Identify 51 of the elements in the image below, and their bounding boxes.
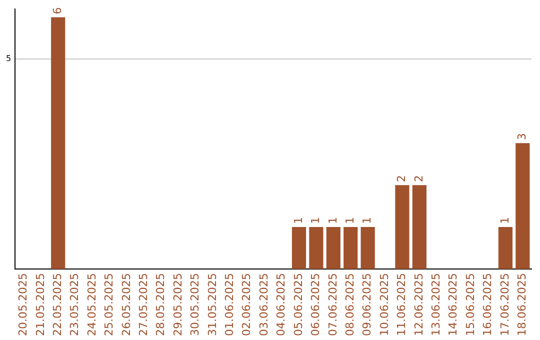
data-label: 3 — [516, 133, 529, 140]
x-tick-label: 15.06.2025 — [464, 273, 477, 336]
bar — [395, 185, 410, 270]
data-label: 6 — [50, 7, 64, 14]
x-tick-label: 27.05.2025 — [136, 273, 150, 336]
x-tick-label: 12.06.2025 — [412, 273, 426, 336]
x-tick-label: 09.06.2025 — [360, 273, 374, 336]
data-label: 1 — [343, 217, 356, 224]
x-tick-label: 13.06.2025 — [429, 273, 442, 336]
data-label: 2 — [412, 175, 426, 182]
x-tick-label: 04.06.2025 — [274, 273, 288, 336]
data-label: 1 — [292, 217, 305, 224]
x-tick-label: 05.06.2025 — [292, 273, 305, 336]
x-tick-label: 10.06.2025 — [378, 273, 391, 336]
x-tick-label: 22.05.2025 — [50, 273, 64, 336]
bar — [516, 143, 530, 270]
x-tick-label: 11.06.2025 — [395, 273, 408, 336]
y-tick-label: 5 — [6, 54, 12, 64]
bar — [360, 227, 375, 270]
x-tick-label: 31.05.2025 — [206, 273, 219, 336]
bar — [412, 185, 426, 270]
bar — [498, 227, 513, 270]
x-tick-label: 23.05.2025 — [68, 273, 82, 336]
x-tick-label: 03.06.2025 — [257, 273, 270, 336]
bar — [344, 227, 358, 270]
x-tick-label: 17.06.2025 — [498, 273, 512, 336]
x-tick-label: 20.05.2025 — [16, 273, 30, 336]
data-label: 1 — [360, 217, 374, 224]
x-tick-label: 02.06.2025 — [240, 273, 254, 336]
x-tick-label: 29.05.2025 — [171, 273, 184, 336]
data-label: 1 — [326, 217, 340, 224]
x-tick-label: 01.06.2025 — [223, 273, 236, 336]
x-tick-label: 25.05.2025 — [102, 273, 116, 336]
data-label: 1 — [309, 217, 322, 224]
bar — [326, 227, 340, 270]
x-tick-label: 14.06.2025 — [446, 273, 460, 336]
data-label: 2 — [395, 175, 408, 182]
x-tick-label: 30.05.2025 — [188, 273, 202, 336]
x-tick-label: 24.05.2025 — [85, 273, 98, 336]
x-tick-label: 08.06.2025 — [343, 273, 356, 336]
x-tick-label: 16.06.2025 — [481, 273, 494, 336]
x-tick-label: 06.06.2025 — [309, 273, 322, 336]
x-tick-label: 26.05.2025 — [120, 273, 133, 336]
bar — [292, 227, 306, 270]
bar — [51, 17, 66, 270]
bar — [309, 227, 324, 270]
x-tick-label: 28.05.2025 — [154, 273, 168, 336]
data-label: 1 — [498, 217, 512, 224]
x-tick-label: 07.06.2025 — [326, 273, 340, 336]
x-tick-label: 21.05.2025 — [34, 273, 47, 336]
x-tick-label: 18.06.2025 — [516, 273, 529, 336]
